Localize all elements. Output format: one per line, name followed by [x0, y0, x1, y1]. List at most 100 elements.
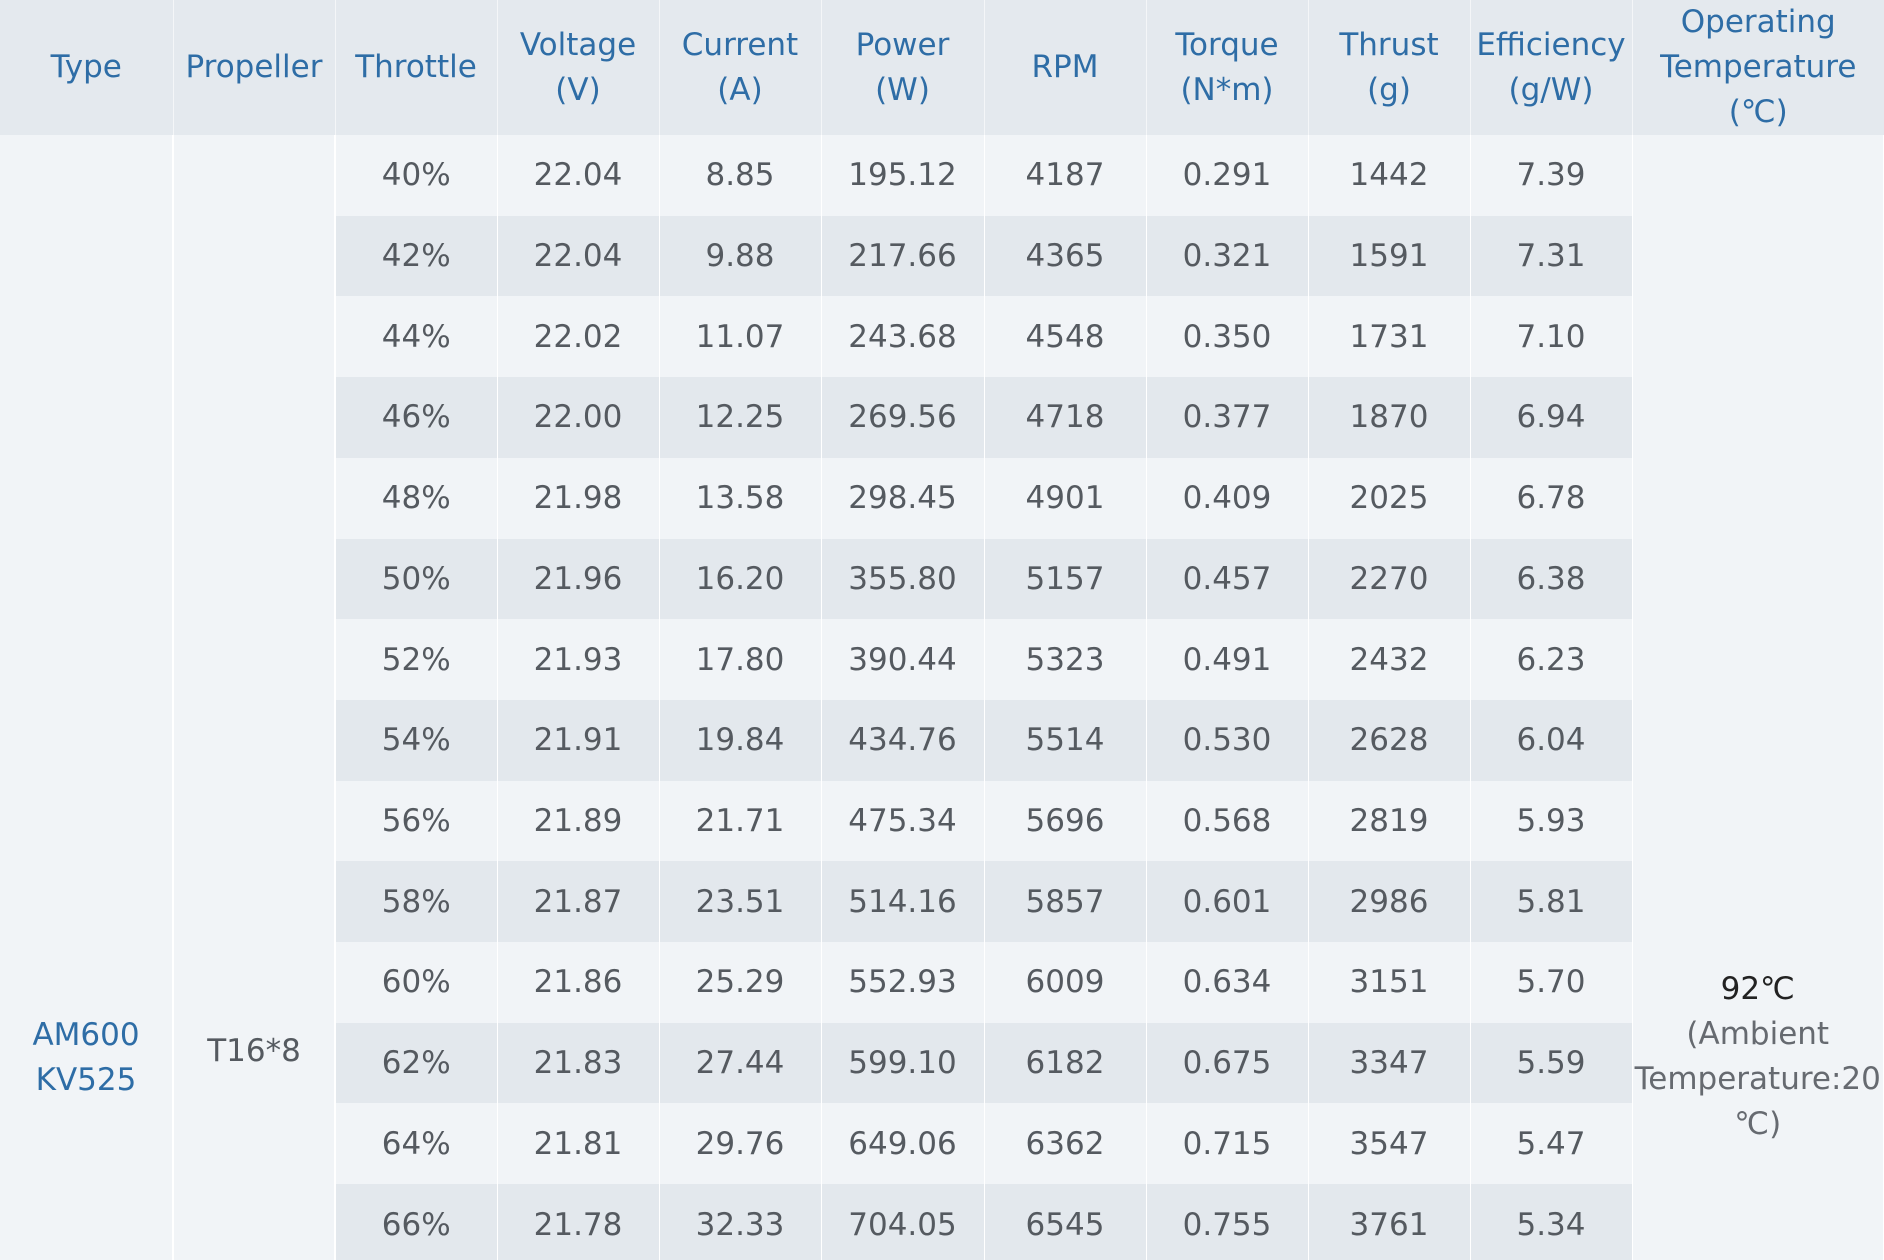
current-cell: 17.80	[659, 619, 822, 700]
voltage-cell: 22.02	[497, 296, 660, 378]
current-cell: 12.25	[659, 377, 822, 458]
power-cell: 649.06	[821, 1103, 985, 1185]
throttle-cell: 64%	[335, 1103, 498, 1185]
throttle-cell: 50%	[335, 538, 498, 620]
thrust-cell: 1731	[1308, 296, 1471, 378]
power-cell: 243.68	[821, 296, 985, 378]
thrust-cell: 2270	[1308, 538, 1471, 620]
efficiency-cell: 7.10	[1470, 296, 1633, 378]
torque-cell: 0.755	[1146, 1184, 1309, 1260]
type-model: AM600	[32, 1017, 140, 1053]
header-torque: Torque (N*m)	[1146, 0, 1309, 135]
power-cell: 704.05	[821, 1184, 985, 1260]
rpm-cell: 6182	[984, 1022, 1147, 1104]
throttle-cell: 56%	[335, 780, 498, 862]
torque-cell: 0.457	[1146, 538, 1309, 620]
voltage-cell: 21.98	[497, 457, 660, 539]
thrust-cell: 2628	[1308, 699, 1471, 781]
throttle-cell: 66%	[335, 1184, 498, 1260]
table-row: 58% 21.87 23.51 514.16 5857 0.601 2986 5.81	[0, 861, 1884, 943]
header-propeller: Propeller	[173, 0, 336, 135]
current-cell: 11.07	[659, 296, 822, 378]
voltage-cell: 21.78	[497, 1184, 660, 1260]
ambient-note-line-1: (Ambient	[1686, 1016, 1830, 1052]
header-efficiency: Efficiency (g/W)	[1470, 0, 1633, 135]
voltage-cell: 21.87	[497, 861, 660, 943]
rpm-cell: 5857	[984, 861, 1147, 943]
rpm-cell: 4365	[984, 215, 1147, 297]
power-cell: 514.16	[821, 861, 985, 943]
table-row: 64% 21.81 29.76 649.06 6362 0.715 3547 5.47	[0, 1103, 1884, 1185]
power-cell: 269.56	[821, 377, 985, 458]
table-row: 52% 21.93 17.80 390.44 5323 0.491 2432 6.23	[0, 619, 1884, 700]
header-thrust: Thrust (g)	[1308, 0, 1471, 135]
table-row: 62% 21.83 27.44 599.10 6182 0.675 3347 5.59	[0, 1022, 1884, 1104]
thrust-cell: 1591	[1308, 215, 1471, 297]
current-cell: 9.88	[659, 215, 822, 297]
voltage-cell: 21.96	[497, 538, 660, 620]
efficiency-cell: 6.38	[1470, 538, 1633, 620]
current-cell: 8.85	[659, 135, 822, 216]
throttle-cell: 52%	[335, 619, 498, 700]
rpm-cell: 5323	[984, 619, 1147, 700]
current-cell: 23.51	[659, 861, 822, 943]
voltage-cell: 22.04	[497, 135, 660, 216]
power-cell: 195.12	[821, 135, 985, 216]
efficiency-cell: 5.93	[1470, 780, 1633, 862]
current-cell: 25.29	[659, 942, 822, 1023]
throttle-cell: 58%	[335, 861, 498, 943]
throttle-cell: 42%	[335, 215, 498, 297]
efficiency-cell: 6.23	[1470, 619, 1633, 700]
torque-cell: 0.634	[1146, 942, 1309, 1023]
thrust-cell: 2819	[1308, 780, 1471, 862]
throttle-cell: 48%	[335, 457, 498, 539]
voltage-cell: 22.00	[497, 377, 660, 458]
torque-cell: 0.350	[1146, 296, 1309, 378]
voltage-cell: 21.89	[497, 780, 660, 862]
table-row: 56% 21.89 21.71 475.34 5696 0.568 2819 5.93	[0, 780, 1884, 862]
throttle-cell: 62%	[335, 1022, 498, 1104]
table-row: 66% 21.78 32.33 704.05 6545 0.755 3761 5.34	[0, 1184, 1884, 1260]
table-row: 48% 21.98 13.58 298.45 4901 0.409 2025 6.78	[0, 457, 1884, 539]
power-cell: 599.10	[821, 1022, 985, 1104]
current-cell: 32.33	[659, 1184, 822, 1260]
voltage-cell: 21.81	[497, 1103, 660, 1185]
rpm-cell: 6009	[984, 942, 1147, 1023]
table-row: 46% 22.00 12.25 269.56 4718 0.377 1870 6.94	[0, 377, 1884, 458]
ambient-note-line-3: ℃)	[1734, 1106, 1782, 1142]
rpm-cell: 4718	[984, 377, 1147, 458]
current-cell: 27.44	[659, 1022, 822, 1104]
operating-temperature-value: 92℃	[1720, 971, 1795, 1007]
efficiency-cell: 6.94	[1470, 377, 1633, 458]
torque-cell: 0.491	[1146, 619, 1309, 700]
header-throttle: Throttle	[335, 0, 498, 135]
efficiency-cell: 5.34	[1470, 1184, 1633, 1260]
table-row: 42% 22.04 9.88 217.66 4365 0.321 1591 7.31	[0, 215, 1884, 297]
voltage-cell: 21.91	[497, 699, 660, 781]
throttle-cell: 44%	[335, 296, 498, 378]
efficiency-cell: 7.39	[1470, 135, 1633, 216]
header-operating-temperature: Operating Temperature (℃)	[1632, 0, 1884, 135]
power-cell: 217.66	[821, 215, 985, 297]
efficiency-cell: 6.78	[1470, 457, 1633, 539]
torque-cell: 0.675	[1146, 1022, 1309, 1104]
torque-cell: 0.601	[1146, 861, 1309, 943]
throttle-cell: 40%	[335, 135, 498, 216]
header-voltage: Voltage (V)	[497, 0, 660, 135]
thrust-cell: 1870	[1308, 377, 1471, 458]
table-body: AM600 KV525 T16*8 40% 22.04 8.85 195.12 4187…	[0, 135, 1884, 1260]
header-rpm: RPM	[984, 0, 1147, 135]
throttle-cell: 46%	[335, 377, 498, 458]
operating-temperature-cell: 92℃ (Ambient Temperature:20 ℃)	[1632, 135, 1884, 1260]
efficiency-cell: 5.47	[1470, 1103, 1633, 1185]
torque-cell: 0.568	[1146, 780, 1309, 862]
voltage-cell: 21.83	[497, 1022, 660, 1104]
rpm-cell: 5696	[984, 780, 1147, 862]
table-row: 60% 21.86 25.29 552.93 6009 0.634 3151 5.70	[0, 942, 1884, 1023]
torque-cell: 0.291	[1146, 135, 1309, 216]
torque-cell: 0.530	[1146, 699, 1309, 781]
header-current: Current (A)	[659, 0, 822, 135]
power-cell: 390.44	[821, 619, 985, 700]
